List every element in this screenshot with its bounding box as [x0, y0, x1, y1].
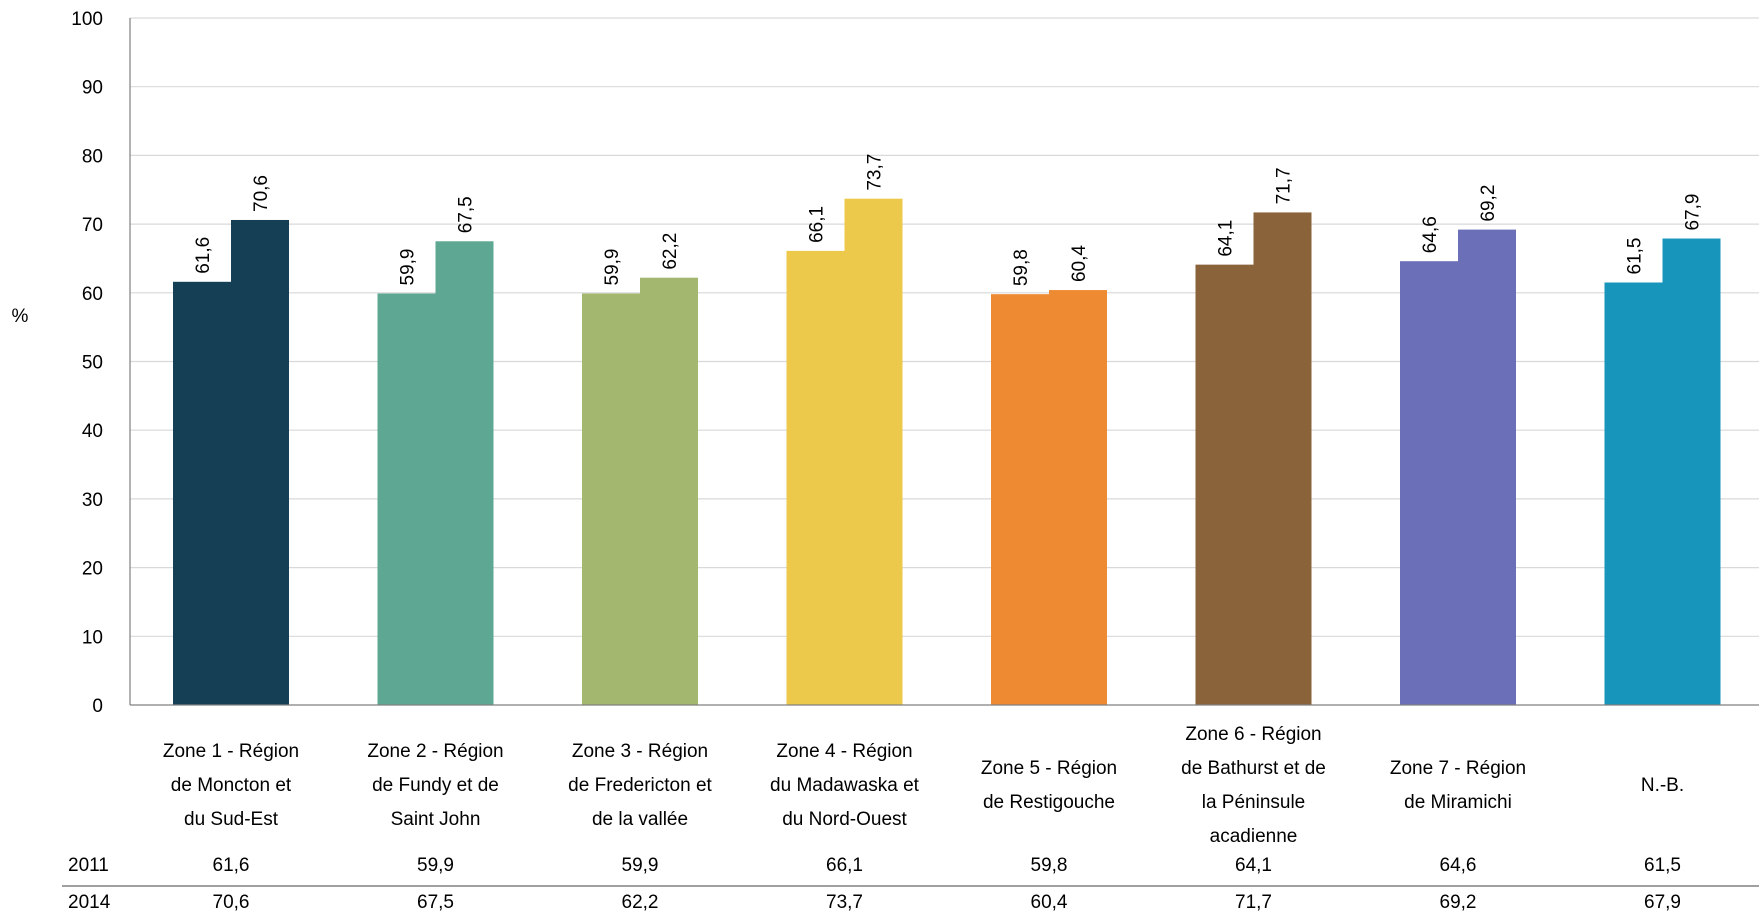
y-tick-label: 50 — [82, 353, 103, 374]
category-label-line: de Moncton et — [171, 775, 292, 796]
y-axis: 0 10 20 30 40 50 60 70 80 90 100 — [71, 9, 131, 717]
table-cell: 59,8 — [1031, 855, 1068, 876]
category-label: Zone 4 - Région du Madawaska et du Nord-Ou… — [770, 741, 920, 830]
category-label: Zone 2 - Région de Fundy et de Saint John — [367, 741, 503, 830]
table-cell: 70,6 — [213, 892, 250, 913]
category-label-line: de la vallée — [592, 809, 688, 830]
data-label: 66,1 — [807, 206, 828, 243]
table-cell: 61,5 — [1644, 855, 1681, 876]
y-tick-label: 70 — [82, 215, 103, 236]
bar-2011 — [377, 293, 436, 705]
table-cell: 71,7 — [1235, 892, 1272, 913]
category-label-line: Zone 5 - Région — [981, 758, 1117, 779]
bar-2014 — [1049, 290, 1107, 705]
category-label: N.-B. — [1641, 775, 1684, 796]
y-tick-label: 60 — [82, 284, 103, 305]
data-label: 59,8 — [1011, 249, 1032, 286]
bar-2011 — [991, 294, 1049, 705]
category-label-line: Zone 3 - Région — [572, 741, 708, 762]
data-label: 64,6 — [1420, 216, 1441, 253]
y-tick-label: 30 — [82, 490, 103, 511]
table-row-header: 2014 — [68, 892, 111, 913]
category-label-line: Saint John — [391, 809, 481, 830]
category-label-line: Zone 1 - Région — [163, 741, 299, 762]
table-cell: 64,6 — [1440, 855, 1477, 876]
data-label: 59,9 — [398, 249, 419, 286]
category-label-line: de Miramichi — [1404, 792, 1512, 813]
table-cell: 60,4 — [1031, 892, 1068, 913]
category-label-line: de Fredericton et — [568, 775, 712, 796]
category-label-line: de Fundy et de — [372, 775, 499, 796]
bar-2014 — [231, 219, 289, 705]
category-label-line: du Nord-Ouest — [782, 809, 907, 830]
category-label: Zone 6 - Région de Bathurst et de la Pénin… — [1181, 724, 1326, 847]
bar-2011 — [1195, 264, 1254, 705]
category-label-line: Zone 6 - Région — [1185, 724, 1321, 745]
bars: 61,6 70,6 59,9 67,5 59,9 62,2 66,1 73,7 59,8 60,4… — [173, 154, 1721, 706]
bar-2014 — [435, 241, 494, 705]
category-label: Zone 3 - Région de Fredericton et de la va… — [568, 741, 712, 830]
table-cell: 66,1 — [826, 855, 863, 876]
y-tick-label: 80 — [82, 146, 103, 167]
table-cell: 67,9 — [1644, 892, 1681, 913]
category-label-line: Zone 7 - Région — [1390, 758, 1526, 779]
data-label: 61,6 — [193, 237, 214, 274]
data-label: 62,2 — [660, 233, 681, 270]
data-label: 67,9 — [1683, 194, 1704, 231]
y-tick-label: 10 — [82, 627, 103, 648]
bar-2011 — [786, 250, 845, 705]
bar-2014 — [1662, 238, 1721, 706]
data-label: 71,7 — [1274, 167, 1295, 204]
category-label-line: Zone 4 - Région — [776, 741, 912, 762]
category-label: Zone 5 - Région de Restigouche — [981, 758, 1117, 813]
category-label-line: du Sud-Est — [184, 809, 279, 830]
table-cell: 59,9 — [417, 855, 454, 876]
table-cell: 67,5 — [417, 892, 454, 913]
table-cell: 69,2 — [1440, 892, 1477, 913]
bar-2011 — [173, 281, 231, 705]
data-label: 64,1 — [1216, 220, 1237, 257]
x-axis: Zone 1 - Région de Moncton et du Sud-EstZo… — [130, 704, 1759, 847]
data-table: 61,6 70,6 59,9 67,5 59,9 62,2 66,1 73,7 59,8 60,4… — [62, 855, 1759, 913]
category-label-line: N.-B. — [1641, 775, 1684, 796]
bar-2014 — [844, 198, 903, 705]
bar-2011 — [1604, 282, 1663, 705]
category-label: Zone 7 - Région de Miramichi — [1390, 758, 1526, 813]
data-label: 69,2 — [1478, 185, 1499, 222]
y-tick-label: 0 — [92, 696, 103, 717]
table-cell: 64,1 — [1235, 855, 1272, 876]
table-row-header: 2011 — [68, 855, 109, 876]
bar-2011 — [1400, 261, 1458, 705]
y-tick-label: 100 — [71, 9, 103, 30]
category-label-line: acadienne — [1210, 826, 1298, 847]
y-tick-label: 40 — [82, 421, 103, 442]
data-label: 67,5 — [456, 196, 477, 233]
category-label-line: Zone 2 - Région — [367, 741, 503, 762]
bar-2011 — [582, 293, 640, 705]
bar-2014 — [1253, 212, 1312, 705]
category-label-line: du Madawaska et — [770, 775, 920, 796]
bar-2014 — [640, 277, 698, 705]
category-label: Zone 1 - Région de Moncton et du Sud-Est — [163, 741, 299, 830]
category-label-line: la Péninsule — [1202, 792, 1306, 813]
data-label: 59,9 — [602, 249, 623, 286]
category-label-line: de Bathurst et de — [1181, 758, 1326, 779]
table-cell: 73,7 — [826, 892, 863, 913]
y-tick-label: 20 — [82, 559, 103, 580]
data-label: 70,6 — [251, 175, 272, 212]
table-cell: 62,2 — [622, 892, 659, 913]
data-label: 60,4 — [1069, 245, 1090, 282]
category-label-line: de Restigouche — [983, 792, 1115, 813]
data-label: 73,7 — [865, 154, 886, 191]
bar-2014 — [1458, 229, 1516, 705]
table-cell: 61,6 — [213, 855, 250, 876]
data-label: 61,5 — [1625, 238, 1646, 275]
table-cell: 59,9 — [622, 855, 659, 876]
y-tick-label: 90 — [82, 78, 103, 99]
y-axis-label: % — [12, 306, 29, 327]
